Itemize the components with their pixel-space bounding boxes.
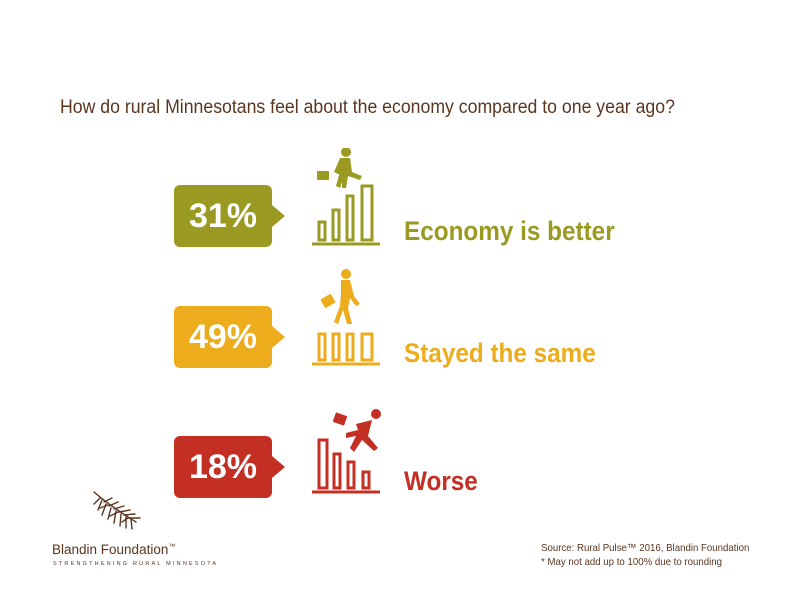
falling-bars-runner-icon [312,409,381,494]
row-worse: 18% Worse [0,396,792,506]
category-label-better: Economy is better [404,216,615,246]
source-line: Source: Rural Pulse™ 2016, Blandin Found… [541,542,750,554]
value-badge-same: 49% [174,306,272,368]
row-better: 31% Economy is better [0,148,792,258]
rounding-note: * May not add up to 100% due to rounding [541,556,722,568]
chart-title: How do rural Minnesotans feel about the … [60,97,675,118]
row-same: 49% Stayed the same [0,268,792,378]
value-label-better: 31% [188,196,258,235]
org-tagline: STRENGTHENING RURAL MINNESOTA [53,561,219,567]
value-label-worse: 18% [188,447,258,486]
flat-bars-walker-icon [312,269,380,366]
value-badge-better: 31% [174,185,272,247]
value-label-same: 49% [188,317,258,356]
org-name-text: Blandin Foundation [52,542,169,557]
category-label-worse: Worse [404,466,478,496]
badge-tail-worse [272,456,285,478]
org-name: Blandin Foundation™ [52,542,175,557]
source-note: Source: Rural Pulse™ 2016, Blandin Found… [541,541,749,569]
pine-branch-icon [93,491,141,530]
badge-tail-better [272,205,285,227]
badge-tail-same [272,326,285,348]
org-trademark: ™ [168,543,176,551]
value-badge-worse: 18% [174,436,272,498]
category-label-same: Stayed the same [404,338,596,368]
rising-bars-climber-icon [312,148,380,246]
